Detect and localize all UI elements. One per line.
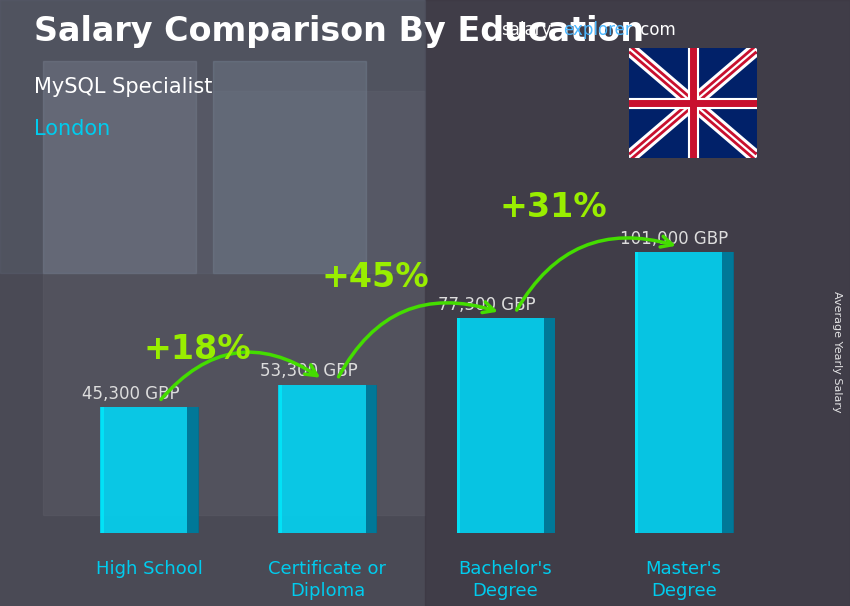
Text: MySQL Specialist: MySQL Specialist bbox=[34, 77, 212, 97]
Bar bbox=[42, 61, 196, 273]
Text: High School: High School bbox=[96, 559, 203, 578]
Bar bbox=[279, 385, 281, 533]
Bar bbox=[100, 407, 104, 533]
Bar bbox=[635, 252, 733, 533]
Text: Average Yearly Salary: Average Yearly Salary bbox=[832, 291, 842, 412]
Text: salary: salary bbox=[502, 21, 552, 39]
Bar bbox=[722, 252, 734, 533]
Bar bbox=[456, 318, 554, 533]
Bar bbox=[42, 91, 425, 515]
Bar bbox=[279, 385, 377, 533]
Text: +31%: +31% bbox=[500, 191, 608, 224]
Text: +18%: +18% bbox=[144, 333, 252, 366]
Text: London: London bbox=[34, 119, 110, 139]
Bar bbox=[457, 318, 460, 533]
Text: 77,300 GBP: 77,300 GBP bbox=[438, 296, 536, 314]
Text: Master's
Degree: Master's Degree bbox=[646, 559, 722, 600]
Bar bbox=[212, 61, 366, 273]
Text: 101,000 GBP: 101,000 GBP bbox=[620, 230, 728, 248]
Bar bbox=[100, 407, 198, 533]
Bar bbox=[366, 385, 377, 533]
Bar bbox=[425, 0, 850, 606]
Text: Salary Comparison By Education: Salary Comparison By Education bbox=[34, 16, 644, 48]
Text: .com: .com bbox=[635, 21, 676, 39]
Text: Certificate or
Diploma: Certificate or Diploma bbox=[269, 559, 387, 600]
Text: 45,300 GBP: 45,300 GBP bbox=[82, 385, 179, 403]
Bar bbox=[635, 252, 638, 533]
Text: explorer: explorer bbox=[563, 21, 632, 39]
Text: Bachelor's
Degree: Bachelor's Degree bbox=[459, 559, 552, 600]
Text: +45%: +45% bbox=[322, 261, 429, 294]
Bar bbox=[544, 318, 555, 533]
Text: 53,300 GBP: 53,300 GBP bbox=[260, 362, 358, 381]
Bar bbox=[0, 0, 425, 273]
Bar bbox=[188, 407, 199, 533]
